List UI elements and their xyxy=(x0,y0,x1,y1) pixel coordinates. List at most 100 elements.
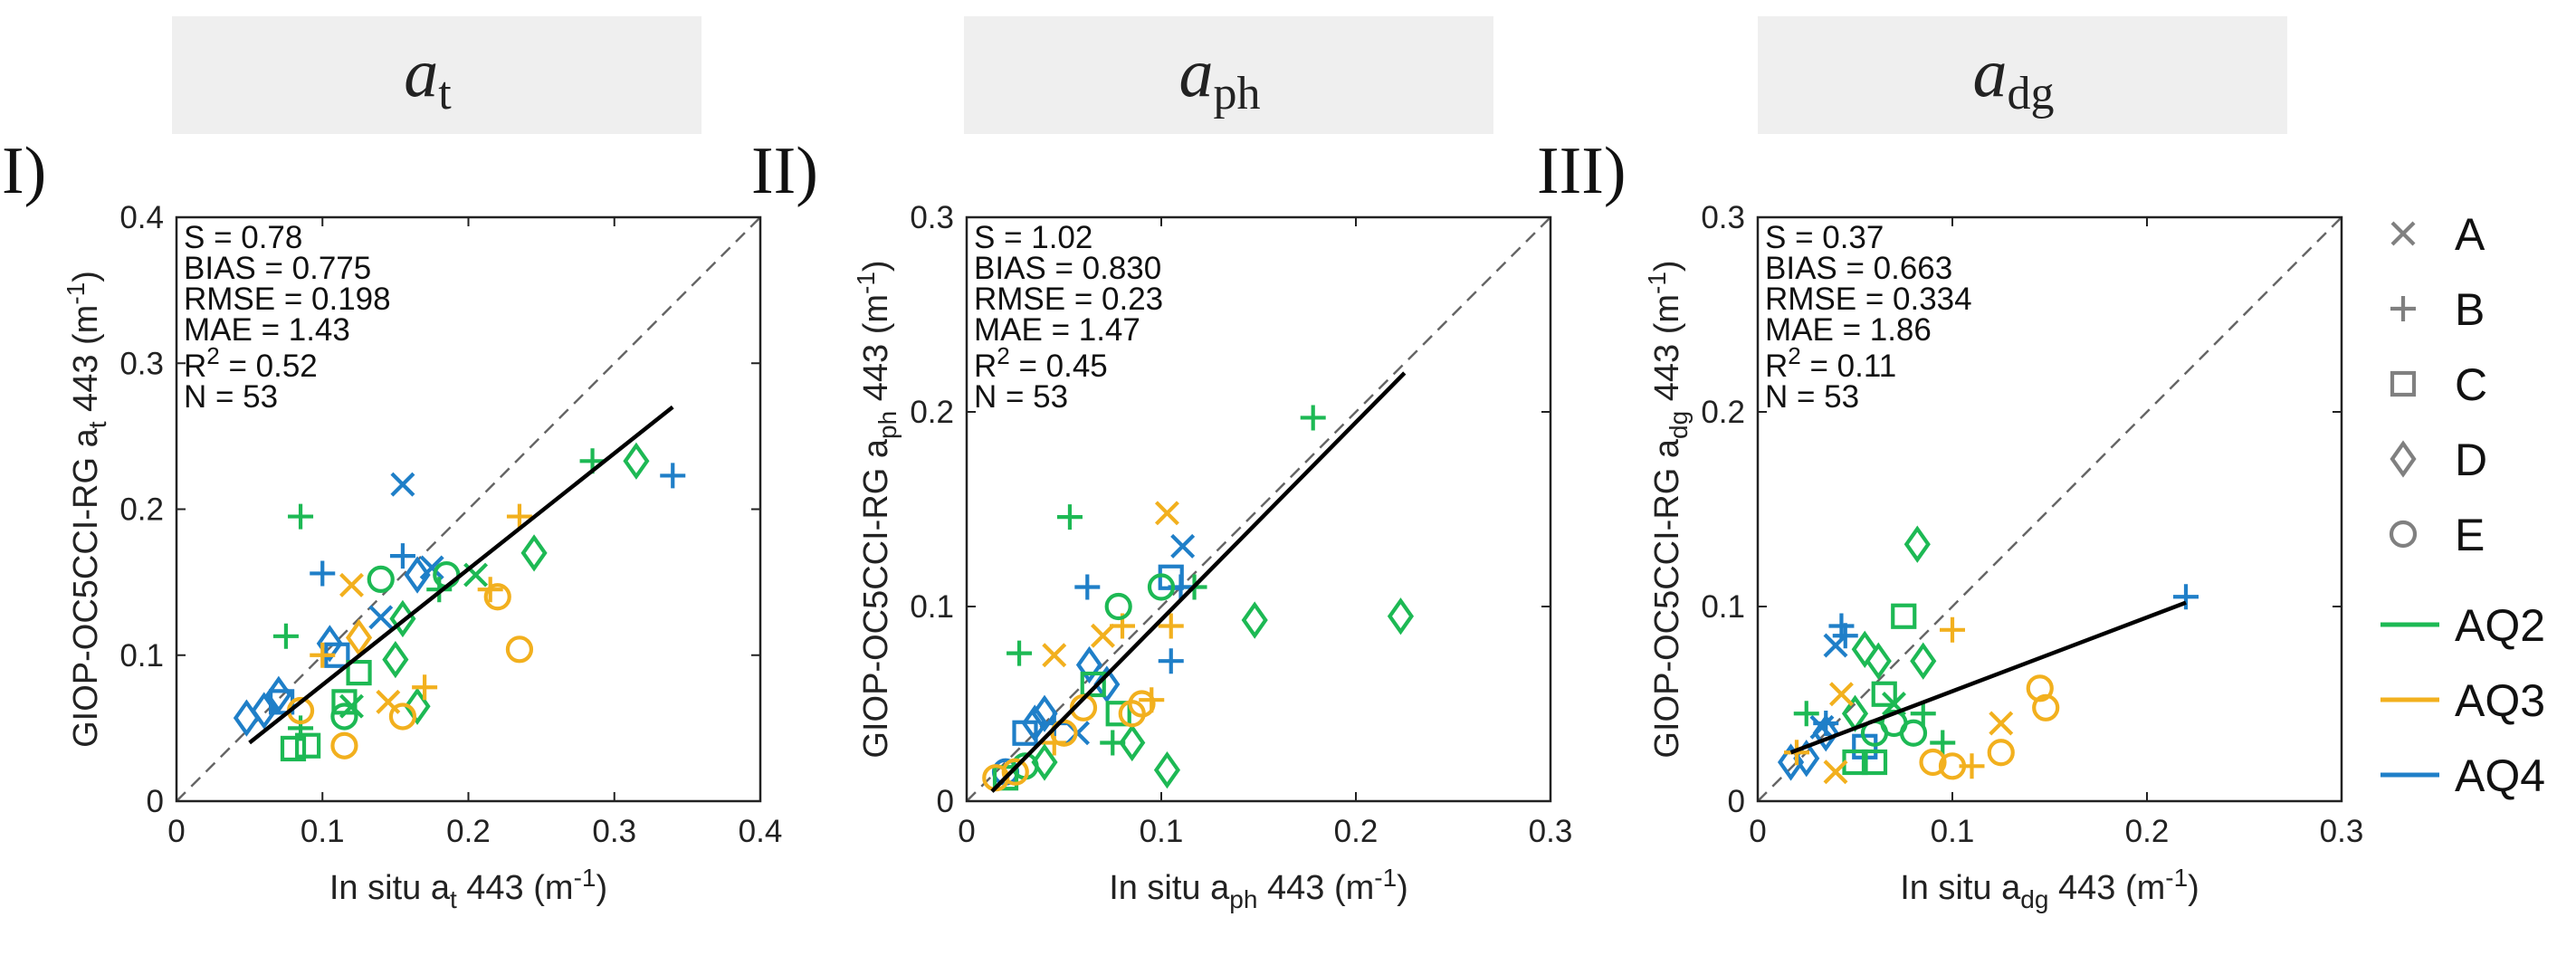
one-to-one-line xyxy=(966,216,1551,802)
y-axis-label-subscript: dg xyxy=(1665,411,1693,439)
panel-1: atI)0 0.1 0.2 0.3 0.400.10.20.30.4In situ at… xyxy=(2,16,782,913)
x-tick-label: 0 xyxy=(1749,814,1766,849)
data-point-aq2 xyxy=(331,689,358,715)
x-tick-label: 0.3 xyxy=(2320,814,2364,849)
y-tick-label: 0.3 xyxy=(119,346,164,381)
panel-header-box xyxy=(964,16,1493,134)
y-axis-label: GIOP-OC5CCI-RG aph 443 (m-1) xyxy=(852,260,902,758)
stat-s: S = 0.37 xyxy=(1765,220,1884,255)
data-point-aq2 xyxy=(1871,681,1897,707)
data-point-aq3 xyxy=(339,572,364,597)
data-point-aq2 xyxy=(1056,504,1083,530)
panel-header-subscript: ph xyxy=(1214,68,1261,119)
x-tick-label: 0.3 xyxy=(1529,814,1573,849)
data-point-aq3 xyxy=(1940,616,1965,643)
x-tick-label: 0 xyxy=(958,814,975,849)
data-point-aq2 xyxy=(295,732,321,759)
panel-header-box xyxy=(1758,16,2287,134)
data-point-aq4 xyxy=(1093,665,1121,703)
data-point-aq2 xyxy=(1891,603,1917,629)
stat-n: N = 53 xyxy=(974,379,1068,415)
x-axis-label-units: 443 (m xyxy=(1257,869,1374,907)
data-point-aq3 xyxy=(330,731,358,760)
x-tick-label: 0.4 xyxy=(739,814,783,849)
stat-r2-symbol: R xyxy=(974,349,997,384)
data-point-aq2 xyxy=(1147,573,1176,601)
data-point-aq3 xyxy=(506,503,532,530)
stat-rmse: RMSE = 0.198 xyxy=(184,282,391,317)
legend-label-aq3: AQ3 xyxy=(2455,675,2545,726)
data-point-aq2 xyxy=(1910,701,1936,727)
data-point-aq2 xyxy=(288,503,314,530)
x-tick-label: 0.2 xyxy=(2125,814,2170,849)
data-point-aq4 xyxy=(251,692,278,730)
stat-r2-superscript: 2 xyxy=(206,342,219,369)
x-axis-label-close: ) xyxy=(2188,869,2199,907)
data-point-aq2 xyxy=(1105,701,1131,727)
data-point-aq2 xyxy=(1241,601,1268,639)
y-axis-label-units: 443 (m xyxy=(857,294,895,411)
x-axis-label: In situ adg 443 (m-1) xyxy=(1900,864,2199,913)
x-axis-label-text: In situ a xyxy=(1109,869,1230,907)
y-axis-label: GIOP-OC5CCI-RG at 443 (m-1) xyxy=(62,271,111,748)
data-point-aq3 xyxy=(483,583,511,611)
x-axis-label-subscript: ph xyxy=(1229,885,1257,913)
stat-r2: R2 = 0.11 xyxy=(1765,342,1896,384)
data-point-aq2 xyxy=(1007,640,1033,666)
data-point-aq3 xyxy=(2026,674,2054,702)
data-point-aq2 xyxy=(330,702,358,731)
data-point-aq2 xyxy=(1119,723,1146,762)
data-point-aq2 xyxy=(1300,405,1326,431)
plot-frame xyxy=(1756,215,2343,803)
data-point-aq4 xyxy=(1158,648,1184,674)
y-axis-label-units: 443 (m xyxy=(67,305,105,422)
stat-s: S = 0.78 xyxy=(184,220,302,255)
regression-line xyxy=(1789,600,2187,755)
data-point-aq3 xyxy=(345,618,373,657)
data-point-aq4 xyxy=(1074,574,1101,600)
data-point-aq3 xyxy=(1001,758,1029,786)
data-point-aq3 xyxy=(505,635,534,664)
data-point-aq3 xyxy=(1823,760,1848,785)
data-point-aq3 xyxy=(1938,752,1967,780)
x-tick-label: 0.1 xyxy=(1140,814,1184,849)
panel-letter: I) xyxy=(2,134,46,208)
y-tick-label: 0.1 xyxy=(910,589,954,625)
stat-r2: R2 = 0.52 xyxy=(184,342,318,384)
data-point-aq3 xyxy=(1154,501,1179,526)
data-point-aq3 xyxy=(1828,682,1854,707)
panel-header-symbol: a xyxy=(1179,35,1214,111)
data-point-aq3 xyxy=(1118,700,1146,728)
data-point-aq2 xyxy=(1865,642,1892,680)
stat-r2-superscript: 2 xyxy=(997,342,1009,369)
y-axis-label-close: ) xyxy=(67,271,105,282)
data-points xyxy=(1777,525,2199,785)
data-point-aq4 xyxy=(2173,584,2199,610)
panel-header-symbol: a xyxy=(1973,35,2008,111)
y-axis-label-units: 443 (m xyxy=(1648,294,1686,411)
stat-mae: MAE = 1.47 xyxy=(974,312,1140,348)
data-point-aq4 xyxy=(310,560,336,587)
data-point-aq2 xyxy=(382,640,409,679)
legend-marker-d xyxy=(2390,440,2417,478)
data-point-aq3 xyxy=(1158,613,1184,639)
legend-marker-a xyxy=(2390,221,2416,246)
data-point-aq2 xyxy=(404,687,431,725)
data-point-aq2 xyxy=(1080,671,1106,698)
stat-bias: BIAS = 0.775 xyxy=(184,251,371,286)
x-tick-label: 0.3 xyxy=(592,814,636,849)
y-axis-label-text: GIOP-OC5CCI-RG a xyxy=(67,427,105,747)
data-point-aq2 xyxy=(1861,749,1888,776)
legend-label-aq4: AQ4 xyxy=(2455,750,2545,801)
legend-label-a: A xyxy=(2455,209,2485,260)
y-axis-label-close: ) xyxy=(857,260,895,272)
data-point-aq2 xyxy=(1153,750,1181,789)
stat-r2-value: 0.52 xyxy=(256,349,318,384)
x-axis-label-units: 443 (m xyxy=(2048,869,2165,907)
panel-header-box xyxy=(172,16,701,134)
x-axis-label-subscript: dg xyxy=(2020,885,2048,913)
y-axis-label-superscript: -1 xyxy=(852,272,880,294)
y-tick-label: 0.1 xyxy=(119,638,164,674)
